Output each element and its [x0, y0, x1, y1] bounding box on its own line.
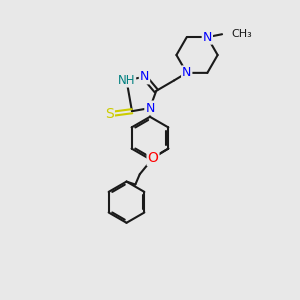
Text: N: N [182, 66, 191, 80]
Text: S: S [105, 107, 114, 121]
Text: CH₃: CH₃ [232, 29, 252, 39]
Text: O: O [148, 151, 158, 165]
Text: NH: NH [118, 74, 135, 87]
Text: N: N [140, 70, 149, 83]
Text: N: N [203, 31, 212, 44]
Text: N: N [145, 101, 154, 115]
